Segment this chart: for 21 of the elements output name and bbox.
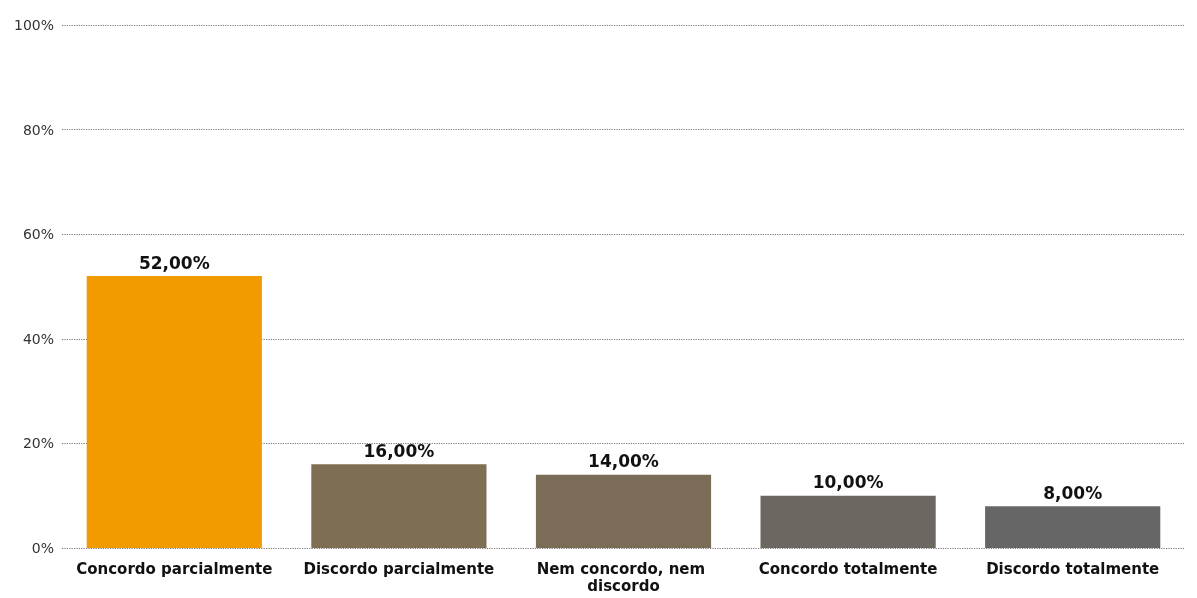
- bar: [86, 276, 262, 548]
- bar: [760, 495, 936, 548]
- x-tick-label: Concordo totalmente: [758, 559, 938, 578]
- y-tick-label: 20%: [22, 435, 54, 452]
- data-label: 10,00%: [812, 472, 884, 493]
- data-label: 16,00%: [363, 440, 435, 461]
- x-tick-label: Concordo parcialmente: [76, 559, 273, 578]
- y-tick-label: 40%: [22, 330, 54, 347]
- data-label: 52,00%: [138, 252, 210, 273]
- y-tick-label: 100%: [13, 17, 54, 33]
- y-tick-label: 80%: [22, 121, 54, 138]
- data-label: 8,00%: [1043, 482, 1103, 503]
- x-tick-label: Nem concordo, nem discordo: [536, 559, 711, 595]
- bar: [985, 506, 1161, 548]
- bar: [535, 474, 712, 548]
- y-tick-label: 60%: [22, 226, 54, 243]
- data-label: 14,00%: [588, 451, 659, 472]
- x-tick-label: Discordo totalmente: [986, 559, 1160, 578]
- y-tick-label: 0%: [31, 540, 54, 556]
- bar: [311, 464, 487, 548]
- x-tick-label: Discordo parcialmente: [303, 559, 495, 578]
